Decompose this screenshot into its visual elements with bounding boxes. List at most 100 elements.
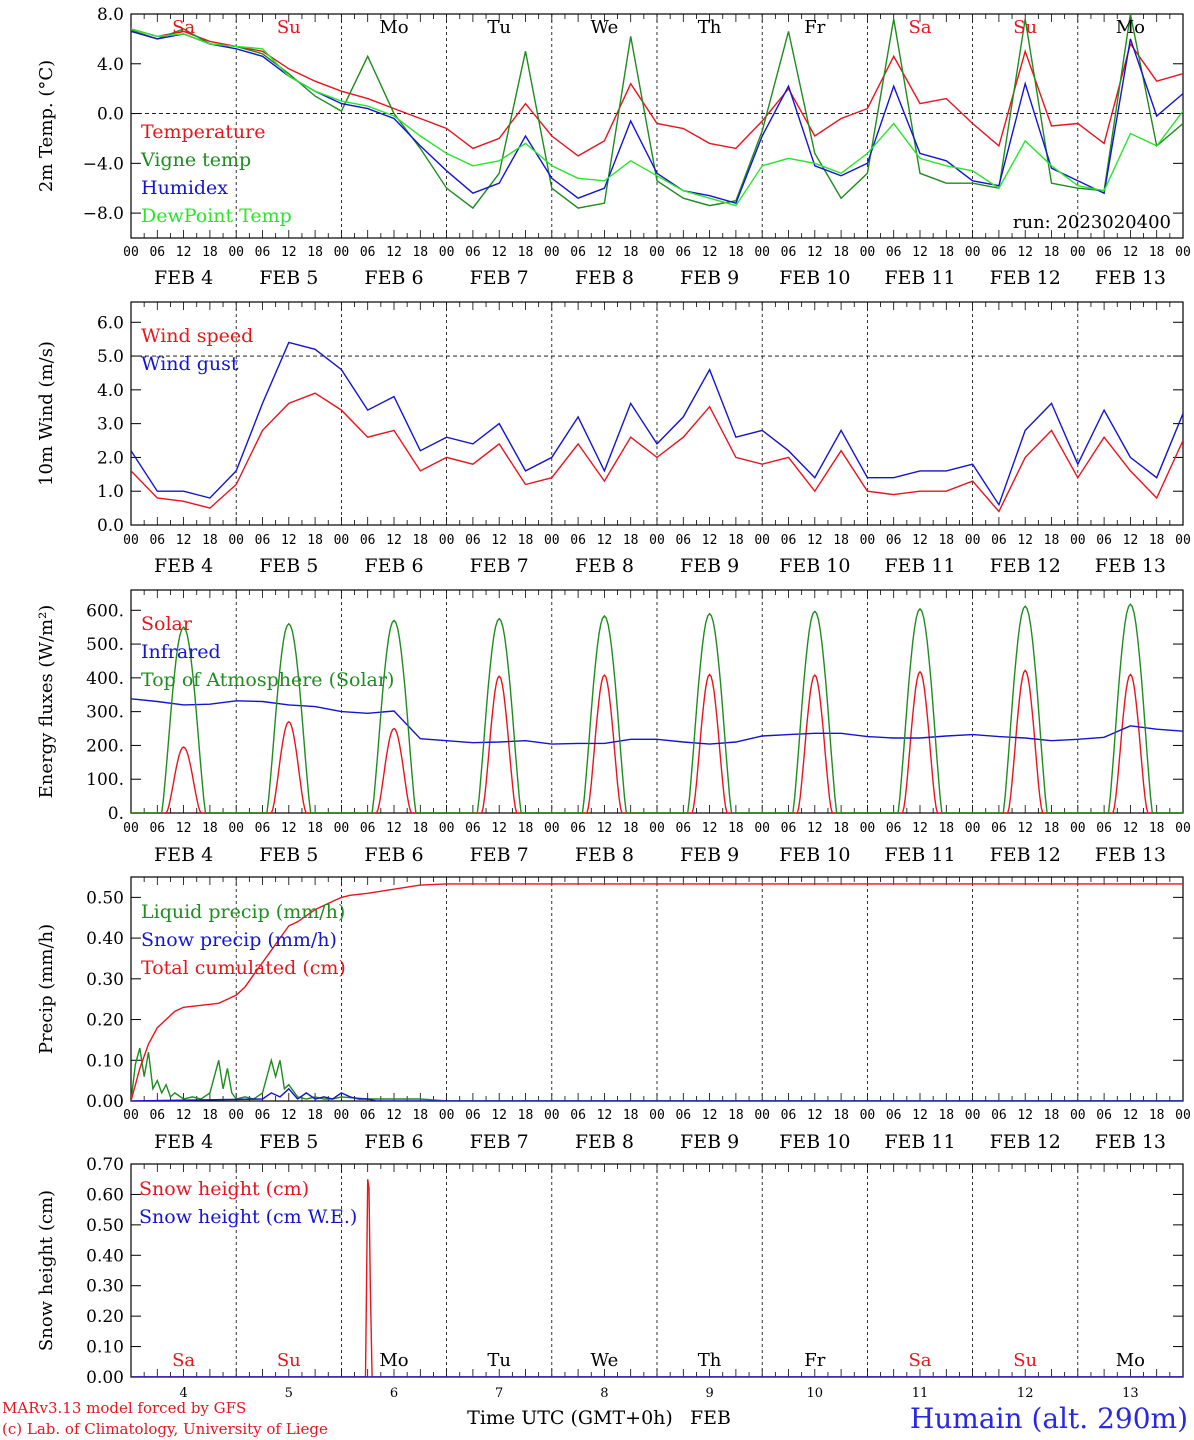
y-tick-label: 0.30: [86, 1277, 124, 1297]
hour-tick-label: 06: [1096, 1108, 1112, 1123]
hour-tick-label: 12: [1123, 245, 1139, 260]
y-tick-label: 0.10: [86, 1051, 124, 1071]
hour-tick-label: 00: [649, 1108, 665, 1123]
day-number-label: 7: [495, 1386, 503, 1401]
y-tick-label: 0.70: [86, 1155, 124, 1175]
hour-tick-label: 00: [860, 821, 876, 836]
hour-tick-label: 06: [675, 245, 691, 260]
hour-tick-label: 18: [307, 1108, 323, 1123]
hour-tick-label: 00: [228, 821, 244, 836]
date-label: FEB 4: [154, 844, 213, 866]
series-total-cumulated-cm-line: [131, 883, 1183, 1101]
hour-tick-label: 00: [439, 533, 455, 548]
hour-tick-label: 06: [1096, 245, 1112, 260]
hour-tick-label: 00: [334, 245, 350, 260]
hour-tick-label: 18: [728, 245, 744, 260]
hour-tick-label: 18: [1149, 821, 1165, 836]
hour-tick-label: 00: [1070, 245, 1086, 260]
hour-tick-label: 06: [255, 1108, 271, 1123]
y-tick-label: 0.0: [97, 105, 124, 125]
series-group: [131, 341, 1183, 513]
series-group: [131, 1179, 1183, 1377]
y-tick-label: 0.50: [86, 888, 124, 908]
date-label: FEB 8: [575, 844, 634, 866]
hour-tick-label: 18: [623, 821, 639, 836]
hour-tick-label: 06: [149, 245, 165, 260]
credit-model: MARv3.13 model forced by GFS: [2, 1399, 246, 1417]
hour-tick-label: 00: [334, 821, 350, 836]
hour-tick-label: 18: [623, 1108, 639, 1123]
hour-tick-label: 12: [176, 533, 192, 548]
hour-tick-label: 06: [465, 821, 481, 836]
y-tick-label: 5.0: [97, 347, 124, 367]
hour-tick-label: 12: [176, 245, 192, 260]
legend-entry: Snow height (cm W.E.): [139, 1206, 357, 1228]
series-temperature-line: [131, 28, 1183, 157]
series-vigne-temp-line: [131, 14, 1183, 210]
hour-tick-label: 00: [754, 533, 770, 548]
hour-tick-label: 12: [1017, 821, 1033, 836]
hour-tick-label: 18: [833, 821, 849, 836]
legend-entry: Infrared: [141, 641, 221, 663]
date-label: FEB 6: [364, 555, 423, 577]
hour-tick-label: 18: [202, 821, 218, 836]
day-number-label: 12: [1017, 1386, 1034, 1401]
weekday-label: Su: [1013, 1350, 1037, 1371]
y-axis-label: Snow height (cm): [36, 1190, 57, 1351]
weekday-label: Mo: [379, 17, 408, 38]
y-tick-label: 4.0: [97, 381, 124, 401]
panel-4: 0.00 0.10 0.20 0.30 0.40 0.50 Precip (mm/h) Liq…: [36, 876, 1191, 1153]
hour-tick-label: 12: [491, 245, 507, 260]
date-label: FEB 7: [470, 844, 529, 866]
hour-tick-label: 12: [702, 821, 718, 836]
hour-tick-label: 12: [912, 533, 928, 548]
month-label: FEB: [690, 1407, 731, 1429]
hour-tick-label: 18: [938, 245, 954, 260]
y-tick-label: 0.00: [86, 1092, 124, 1112]
hour-tick-label: 18: [412, 821, 428, 836]
hour-tick-label: 18: [1149, 1108, 1165, 1123]
y-tick-label: −4.0: [83, 154, 124, 174]
weekday-label: Su: [1013, 17, 1037, 38]
y-tick-label: 0.0: [97, 516, 124, 536]
hour-tick-label: 00: [965, 533, 981, 548]
hour-tick-label: 12: [807, 533, 823, 548]
hour-tick-label: 00: [228, 245, 244, 260]
series-top-of-atmosphere-solar-line: [131, 603, 1183, 813]
hour-tick-label: 06: [360, 245, 376, 260]
hour-tick-label: 00: [754, 821, 770, 836]
panel-1: 8.0 4.0 0.0 −4.0 −8.0 2m Temp. (°C) Temperatur…: [36, 5, 1191, 289]
weekday-label: We: [591, 1350, 619, 1371]
hour-tick-label: 12: [281, 533, 297, 548]
y-tick-label: 0.00: [86, 1368, 124, 1388]
y-tick-label: 0.20: [86, 1011, 124, 1031]
legend-entry: Top of Atmosphere (Solar): [141, 669, 394, 691]
hour-tick-label: 00: [965, 245, 981, 260]
credit-lab: (c) Lab. of Climatology, University of L…: [2, 1420, 328, 1438]
hour-tick-label: 18: [307, 533, 323, 548]
hour-tick-label: 06: [570, 821, 586, 836]
series-snow-height-cm-line: [131, 1179, 1183, 1377]
hour-tick-label: 06: [465, 533, 481, 548]
hour-tick-label: 00: [439, 821, 455, 836]
hour-tick-label: 06: [886, 821, 902, 836]
y-tick-label: 4.0: [97, 55, 124, 75]
legend-entry: Humidex: [141, 177, 228, 199]
hour-tick-label: 18: [1149, 245, 1165, 260]
hour-tick-label: 00: [965, 1108, 981, 1123]
hour-tick-label: 00: [649, 821, 665, 836]
hour-tick-label: 00: [754, 1108, 770, 1123]
legend-entry: DewPoint Temp: [141, 205, 292, 227]
weekday-label: Tu: [487, 1350, 511, 1371]
hour-tick-label: 12: [281, 821, 297, 836]
hour-tick-label: 12: [281, 245, 297, 260]
date-label: FEB 10: [779, 555, 850, 577]
weekday-label: Sa: [172, 17, 195, 38]
hour-tick-label: 06: [991, 821, 1007, 836]
weekday-label: Mo: [1116, 1350, 1145, 1371]
date-label: FEB 5: [259, 844, 318, 866]
hour-tick-label: 06: [149, 533, 165, 548]
weekday-label: Su: [277, 17, 301, 38]
y-tick-label: 500.: [86, 635, 124, 655]
hour-tick-label: 00: [228, 533, 244, 548]
